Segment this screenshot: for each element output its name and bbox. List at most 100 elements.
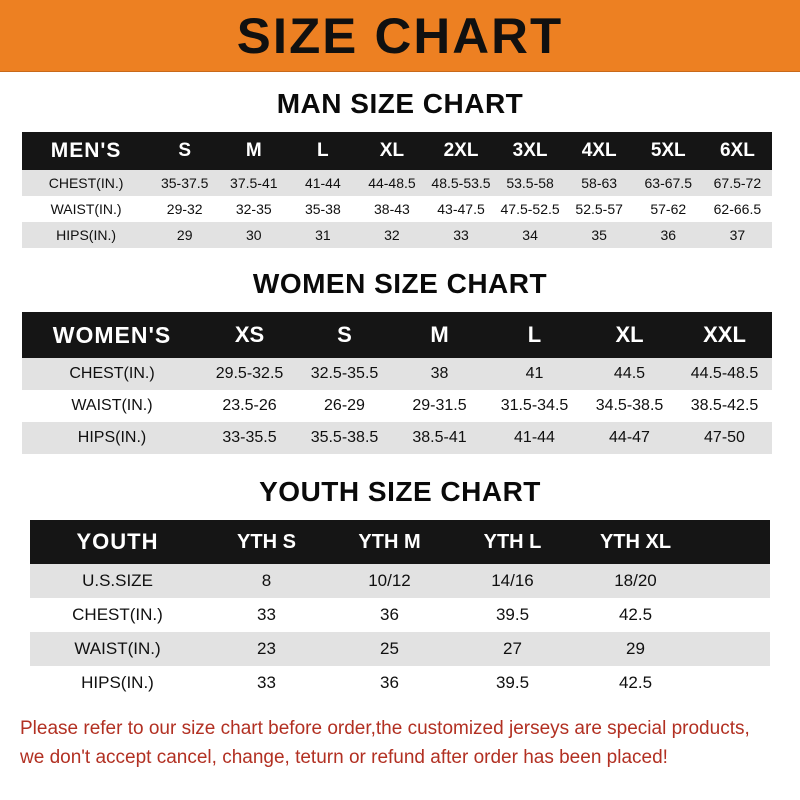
women-table-wrap: WOMEN'S XS S M L XL XXL CHEST(IN.) 29.5-…: [0, 312, 800, 454]
youth-size-header-empty: [697, 520, 770, 564]
men-row-label: CHEST(IN.): [48, 175, 124, 191]
men-cell: 63-67.5: [644, 175, 692, 191]
youth-size-header: YTH M: [358, 530, 421, 553]
table-row: U.S.SIZE 8 10/12 14/16 18/20: [30, 564, 770, 598]
women-cell: 44.5: [613, 365, 646, 382]
women-size-table: WOMEN'S XS S M L XL XXL CHEST(IN.) 29.5-…: [22, 312, 772, 454]
page-banner: SIZE CHART: [0, 0, 800, 72]
women-cell: 38: [430, 365, 449, 382]
men-size-header: 2XL: [443, 140, 479, 161]
men-size-header: 3XL: [512, 140, 548, 161]
women-size-header: XXL: [703, 322, 746, 347]
men-cell: 52.5-57: [575, 201, 623, 217]
disclaimer-line-2: we don't accept cancel, change, teturn o…: [20, 747, 668, 769]
men-cell: 67.5-72: [713, 175, 762, 191]
men-cell: 47.5-52.5: [500, 201, 560, 217]
youth-cell-empty: [697, 598, 770, 632]
youth-cell: 8: [261, 571, 272, 590]
youth-cell-empty: [697, 666, 770, 700]
men-cell: 57-62: [650, 201, 687, 217]
men-cell: 34: [522, 227, 538, 243]
women-cell: 41: [525, 365, 544, 382]
women-cell: 34.5-38.5: [595, 397, 664, 414]
women-row-label-header: WOMEN'S: [52, 321, 172, 348]
page-title: SIZE CHART: [236, 7, 564, 64]
section-title-youth: YOUTH SIZE CHART: [259, 476, 541, 507]
women-size-header: XL: [615, 322, 644, 347]
youth-row-label: WAIST(IN.): [74, 639, 161, 658]
women-cell: 33-35.5: [222, 429, 277, 446]
men-cell: 37.5-41: [230, 175, 278, 191]
men-cell: 48.5-53.5: [431, 175, 491, 191]
disclaimer-line-1: Please refer to our size chart before or…: [20, 718, 750, 739]
women-cell: 35.5-38.5: [310, 429, 379, 446]
youth-cell-empty: [697, 564, 770, 598]
women-cell: 32.5-35.5: [310, 365, 379, 382]
women-table-header-row: WOMEN'S XS S M L XL XXL: [22, 312, 772, 358]
men-row-label-header: MEN'S: [50, 139, 122, 162]
women-cell: 44-47: [609, 429, 650, 446]
youth-size-header: YTH XL: [599, 530, 672, 553]
women-size-header: S: [337, 322, 352, 347]
men-row-label: HIPS(IN.): [56, 227, 117, 243]
men-cell: 35-38: [304, 201, 341, 217]
youth-row-label: CHEST(IN.): [72, 605, 163, 624]
youth-size-header: YTH S: [237, 530, 296, 553]
table-row: CHEST(IN.) 33 36 39.5 42.5: [30, 598, 770, 632]
youth-row-label: U.S.SIZE: [82, 571, 153, 590]
youth-cell: 14/16: [491, 571, 534, 590]
youth-cell: 18/20: [614, 571, 657, 590]
women-row-label: CHEST(IN.): [69, 365, 155, 382]
men-cell: 53.5-58: [506, 175, 554, 191]
youth-table-header-row: YOUTH YTH S YTH M YTH L YTH XL: [30, 520, 770, 564]
men-cell: 29-32: [166, 201, 203, 217]
men-size-header: S: [178, 140, 192, 161]
women-size-header: XS: [234, 322, 265, 347]
men-cell: 44-48.5: [368, 175, 416, 191]
disclaimer-text: Please refer to our size chart before or…: [20, 714, 780, 773]
women-cell: 44.5-48.5: [690, 365, 759, 382]
men-cell: 32-35: [235, 201, 272, 217]
table-row: HIPS(IN.) 33-35.5 35.5-38.5 38.5-41 41-4…: [22, 422, 772, 454]
youth-cell: 23: [257, 639, 276, 658]
table-row: WAIST(IN.) 23.5-26 26-29 29-31.5 31.5-34…: [22, 390, 772, 422]
men-cell: 35: [591, 227, 607, 243]
youth-cell: 25: [380, 639, 399, 658]
men-table-wrap: MEN'S S M L XL 2XL 3XL 4XL 5XL 6XL CHEST…: [0, 132, 800, 248]
section-title-women: WOMEN SIZE CHART: [252, 268, 548, 299]
men-size-header: 4XL: [581, 140, 617, 161]
men-size-header: 6XL: [719, 140, 755, 161]
men-cell: 35-37.5: [160, 175, 209, 191]
table-row: CHEST(IN.) 29.5-32.5 32.5-35.5 38 41 44.…: [22, 358, 772, 390]
youth-size-table: YOUTH YTH S YTH M YTH L YTH XL U.S.SIZE …: [30, 520, 770, 700]
youth-cell: 33: [257, 673, 276, 692]
men-cell: 38-43: [374, 201, 410, 217]
women-size-header: M: [430, 322, 449, 347]
women-cell: 47-50: [704, 429, 745, 446]
section-title-man: MAN SIZE CHART: [276, 88, 524, 119]
youth-cell-empty: [697, 632, 770, 666]
men-cell: 43-47.5: [437, 201, 485, 217]
men-cell: 29: [176, 227, 193, 243]
men-size-header: M: [245, 140, 262, 161]
men-size-header: 5XL: [650, 140, 686, 161]
men-size-table: MEN'S S M L XL 2XL 3XL 4XL 5XL 6XL CHEST…: [22, 132, 772, 248]
women-row-label: WAIST(IN.): [71, 397, 153, 414]
men-cell: 36: [660, 227, 677, 243]
youth-cell: 42.5: [618, 673, 653, 692]
youth-cell: 42.5: [618, 605, 653, 624]
women-cell: 38.5-42.5: [690, 397, 759, 414]
women-cell: 31.5-34.5: [500, 397, 569, 414]
men-cell: 33: [453, 227, 469, 243]
youth-cell: 33: [257, 605, 276, 624]
youth-row-label: HIPS(IN.): [81, 673, 154, 692]
youth-cell: 36: [380, 605, 399, 624]
men-cell: 32: [384, 227, 400, 243]
men-cell: 31: [315, 227, 331, 243]
youth-cell: 29: [626, 639, 645, 658]
women-cell: 38.5-41: [412, 429, 467, 446]
men-cell: 37: [729, 227, 746, 243]
men-cell: 41-44: [304, 175, 341, 191]
youth-cell: 10/12: [368, 571, 411, 590]
